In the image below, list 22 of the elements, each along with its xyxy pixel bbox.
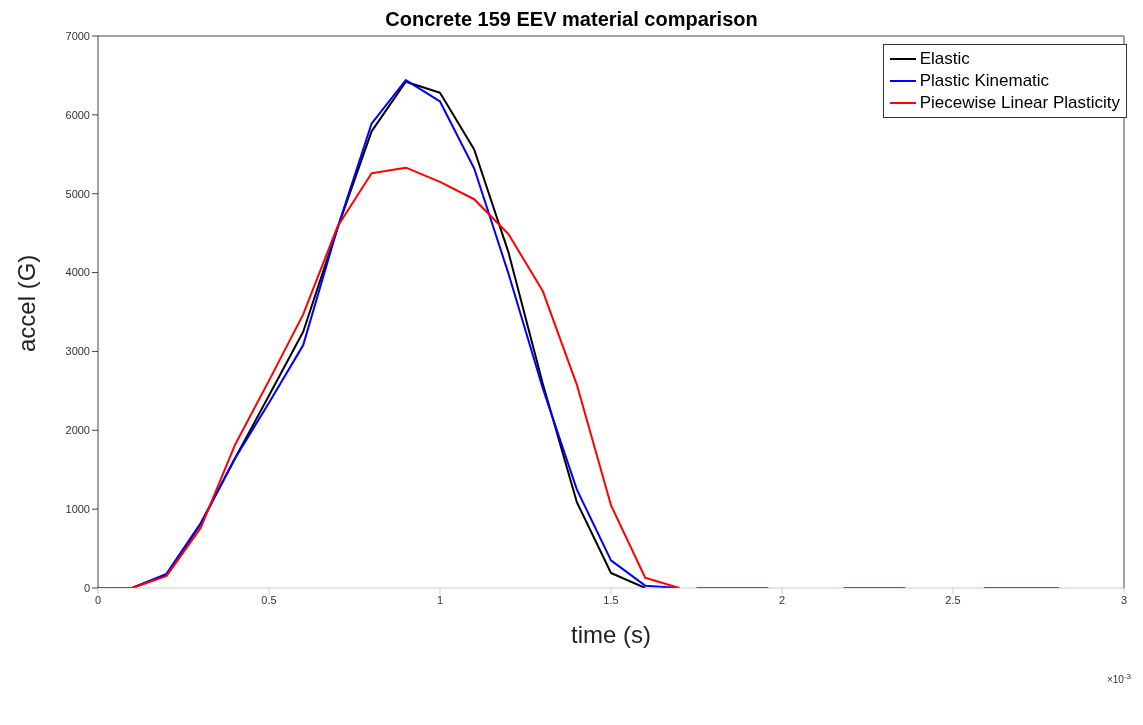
- y-tick-label: 6000: [65, 108, 90, 121]
- chart-title: Concrete 159 EEV material comparison: [384, 8, 759, 31]
- y-axis-title: accel (G): [12, 254, 40, 352]
- legend-label: Piecewise Linear Plasticity: [919, 93, 1120, 113]
- text: ×10$^{-3}$: [1106, 671, 1132, 685]
- x-tick-label: 2: [778, 593, 786, 606]
- y-tick-label: 5000: [65, 187, 90, 200]
- y-tick-label: 4000: [65, 266, 90, 279]
- x-tick-label: 0.5: [261, 593, 277, 606]
- legend-label: Elastic: [919, 49, 970, 69]
- y-tick-label: 1000: [65, 503, 90, 516]
- x-tick-label: 3: [1120, 593, 1128, 606]
- y-tick-label: 0: [83, 581, 90, 594]
- legend-label: Plastic Kinematic: [919, 71, 1050, 91]
- x-tick-label: 2.5: [945, 593, 961, 606]
- x-tick-label: 0: [94, 593, 102, 606]
- x-axis-title: time (s): [571, 621, 651, 648]
- y-tick-label: 7000: [65, 29, 90, 42]
- y-tick-label: 2000: [65, 424, 90, 437]
- x-tick-label: 1: [436, 593, 444, 606]
- y-tick-label: 3000: [65, 345, 90, 358]
- x-tick-label: 1.5: [603, 593, 619, 606]
